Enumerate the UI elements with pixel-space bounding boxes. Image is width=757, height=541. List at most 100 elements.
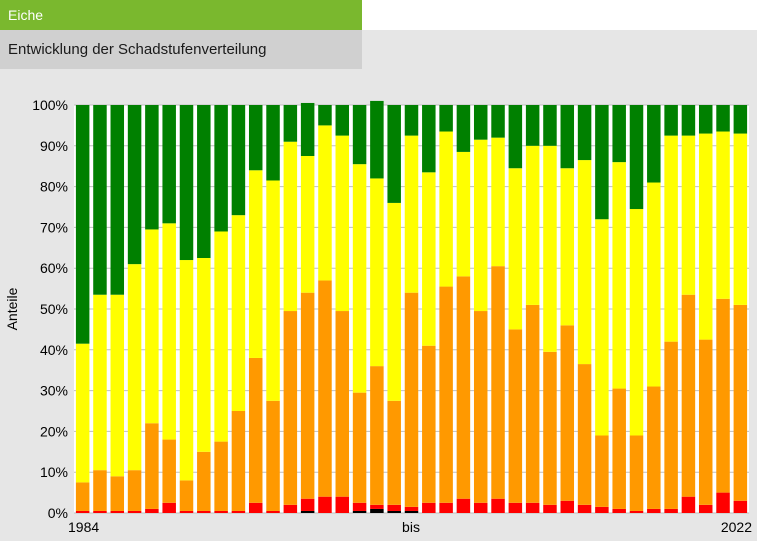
- bar-segment-2014: [595, 506, 609, 513]
- bar-segment-1991: [197, 105, 211, 258]
- bar-segment-1985: [93, 470, 107, 511]
- bar-segment-1990: [179, 510, 194, 513]
- bar-segment-1994: [248, 170, 263, 358]
- bar-segment-2001: [370, 100, 384, 179]
- bar-segment-2014: [595, 219, 609, 436]
- bar-segment-2012: [560, 500, 575, 513]
- bar-segment-2016: [629, 209, 644, 436]
- bar-segment-2018: [664, 135, 678, 342]
- bar-segment-2007: [473, 311, 488, 503]
- bar-segment-1988: [145, 508, 159, 513]
- bar-segment-2020: [698, 133, 713, 340]
- bar-segment-1991: [197, 510, 211, 513]
- bar-segment-1989: [162, 223, 176, 440]
- bar-segment-2000: [352, 164, 367, 393]
- bar-segment-2006: [456, 105, 471, 152]
- y-tick-label: 70%: [40, 219, 68, 235]
- bar-segment-1986: [110, 105, 125, 295]
- bar-segment-2009: [508, 168, 523, 330]
- bar-segment-2000: [352, 502, 367, 511]
- bar-segment-1986: [110, 294, 125, 477]
- bar-segment-2004: [422, 172, 436, 346]
- bar-segment-2019: [681, 105, 696, 136]
- bar-segment-1998: [318, 496, 332, 513]
- bar-segment-1988: [145, 423, 159, 509]
- y-tick-label: 100%: [32, 97, 68, 113]
- bar-segment-1999: [335, 105, 350, 136]
- bar-segment-1989: [162, 502, 176, 513]
- bar-segment-2007: [473, 139, 488, 312]
- bar-segment-2010: [525, 145, 540, 305]
- bar-segment-2010: [525, 105, 540, 146]
- bar-segment-1992: [214, 510, 228, 513]
- bar-segment-2014: [595, 105, 609, 220]
- bar-segment-1993: [231, 215, 246, 411]
- chart-subtitle: Entwicklung der Schadstufenverteilung: [0, 30, 362, 69]
- bar-segment-2013: [577, 160, 592, 365]
- bar-segment-2004: [422, 345, 436, 503]
- bar-segment-2003: [404, 506, 419, 511]
- bar-segment-2020: [698, 504, 713, 513]
- bar-segment-1993: [231, 411, 246, 511]
- bar-segment-1999: [335, 135, 350, 312]
- y-tick-label: 90%: [40, 138, 68, 154]
- bar-segment-2004: [422, 502, 436, 513]
- bar-segment-2006: [456, 276, 471, 499]
- bar-segment-1992: [214, 105, 228, 232]
- bar-segment-2016: [629, 435, 644, 511]
- bar-segment-2005: [439, 105, 453, 132]
- bar-segment-2021: [716, 492, 730, 513]
- bar-segment-2021: [716, 105, 730, 132]
- bar-segment-1985: [93, 105, 107, 295]
- page-title: Eiche: [0, 0, 362, 30]
- bar-segment-2013: [577, 364, 592, 505]
- bar-segment-2016: [629, 105, 644, 210]
- bar-segment-2011: [543, 504, 557, 513]
- bar-segment-2002: [387, 105, 401, 203]
- bar-segment-2009: [508, 105, 523, 169]
- bar-segment-1999: [335, 496, 350, 513]
- bar-segment-1984: [75, 343, 90, 483]
- bar-segment-2008: [491, 266, 505, 499]
- y-tick-label: 10%: [40, 464, 68, 480]
- x-label-end: 2022: [721, 519, 752, 535]
- bar-segment-2017: [647, 105, 661, 183]
- x-label-middle: bis: [402, 519, 420, 535]
- bar-segment-1986: [110, 476, 125, 511]
- bar-segment-1993: [231, 510, 246, 513]
- bar-segment-1995: [266, 105, 280, 181]
- bar-segment-2003: [404, 135, 419, 293]
- bar-segment-2021: [716, 298, 730, 493]
- bar-segment-2015: [612, 105, 626, 163]
- bar-segment-1987: [127, 470, 142, 511]
- bar-segment-1992: [214, 231, 228, 442]
- y-tick-labels: 0% 10% 20% 30% 40% 50% 60% 70% 80% 90% 100%: [32, 97, 68, 521]
- bar-segment-1984: [75, 510, 90, 513]
- bar-segment-2001: [370, 504, 384, 509]
- bar-segment-2017: [647, 386, 661, 509]
- bar-segment-1987: [127, 264, 142, 471]
- bar-segment-2019: [681, 135, 696, 295]
- bar-segment-2022: [733, 304, 748, 501]
- y-tick-label: 60%: [40, 260, 68, 276]
- bar-segment-1988: [145, 105, 159, 230]
- bar-segment-1994: [248, 105, 263, 171]
- bar-segment-2017: [647, 182, 661, 387]
- bar-segment-2014: [595, 435, 609, 507]
- bar-segment-1997: [300, 292, 315, 499]
- bar-segment-2007: [473, 105, 488, 140]
- bar-segment-1991: [197, 258, 211, 452]
- bar-segment-2009: [508, 329, 523, 503]
- bar-segment-2003: [404, 292, 419, 507]
- bar-segment-2003: [404, 105, 419, 136]
- bar-segment-1996: [283, 141, 298, 312]
- bar-segment-2019: [681, 496, 696, 513]
- bar-segment-1994: [248, 502, 263, 513]
- bar-segment-2001: [370, 508, 384, 513]
- bar-segment-1987: [127, 510, 142, 513]
- bar-segment-1993: [231, 105, 246, 216]
- bar-segment-1995: [266, 400, 280, 511]
- bar-segment-2000: [352, 510, 367, 513]
- bar-segment-1998: [318, 125, 332, 281]
